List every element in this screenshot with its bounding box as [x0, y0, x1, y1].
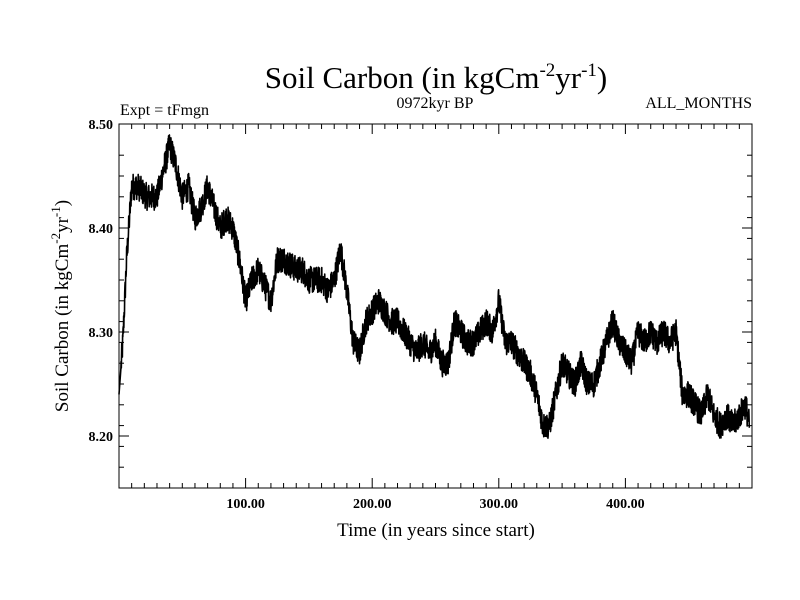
x-axis-label: Time (in years since start) [337, 520, 535, 541]
x-tick-label: 400.00 [606, 497, 645, 512]
y-tick-label: 8.20 [89, 430, 114, 445]
x-tick-label: 300.00 [480, 497, 519, 512]
plot-frame [118, 123, 753, 489]
minor-ticks [119, 124, 752, 488]
y-tick-label: 8.50 [89, 118, 114, 133]
months-label: ALL_MONTHS [645, 95, 752, 112]
x-tick-label: 200.00 [353, 497, 392, 512]
x-tick-label: 100.00 [226, 497, 265, 512]
experiment-label: Expt = tFmgn [120, 102, 209, 119]
x-axis-ticks: 100.00 200.00 300.00 400.00 [226, 124, 645, 512]
y-axis-ticks: 8.20 8.30 8.40 8.50 [89, 118, 752, 445]
y-axis-label: Soil Carbon (in kgCm-2yr-1) [48, 200, 73, 412]
y-tick-label: 8.40 [89, 222, 114, 237]
y-tick-label: 8.30 [89, 326, 114, 341]
period-label: 0972kyr BP [397, 95, 474, 112]
chart-title: Soil Carbon (in kgCm-2yr-1) [265, 60, 608, 95]
series-line-soil-carbon [118, 134, 751, 439]
